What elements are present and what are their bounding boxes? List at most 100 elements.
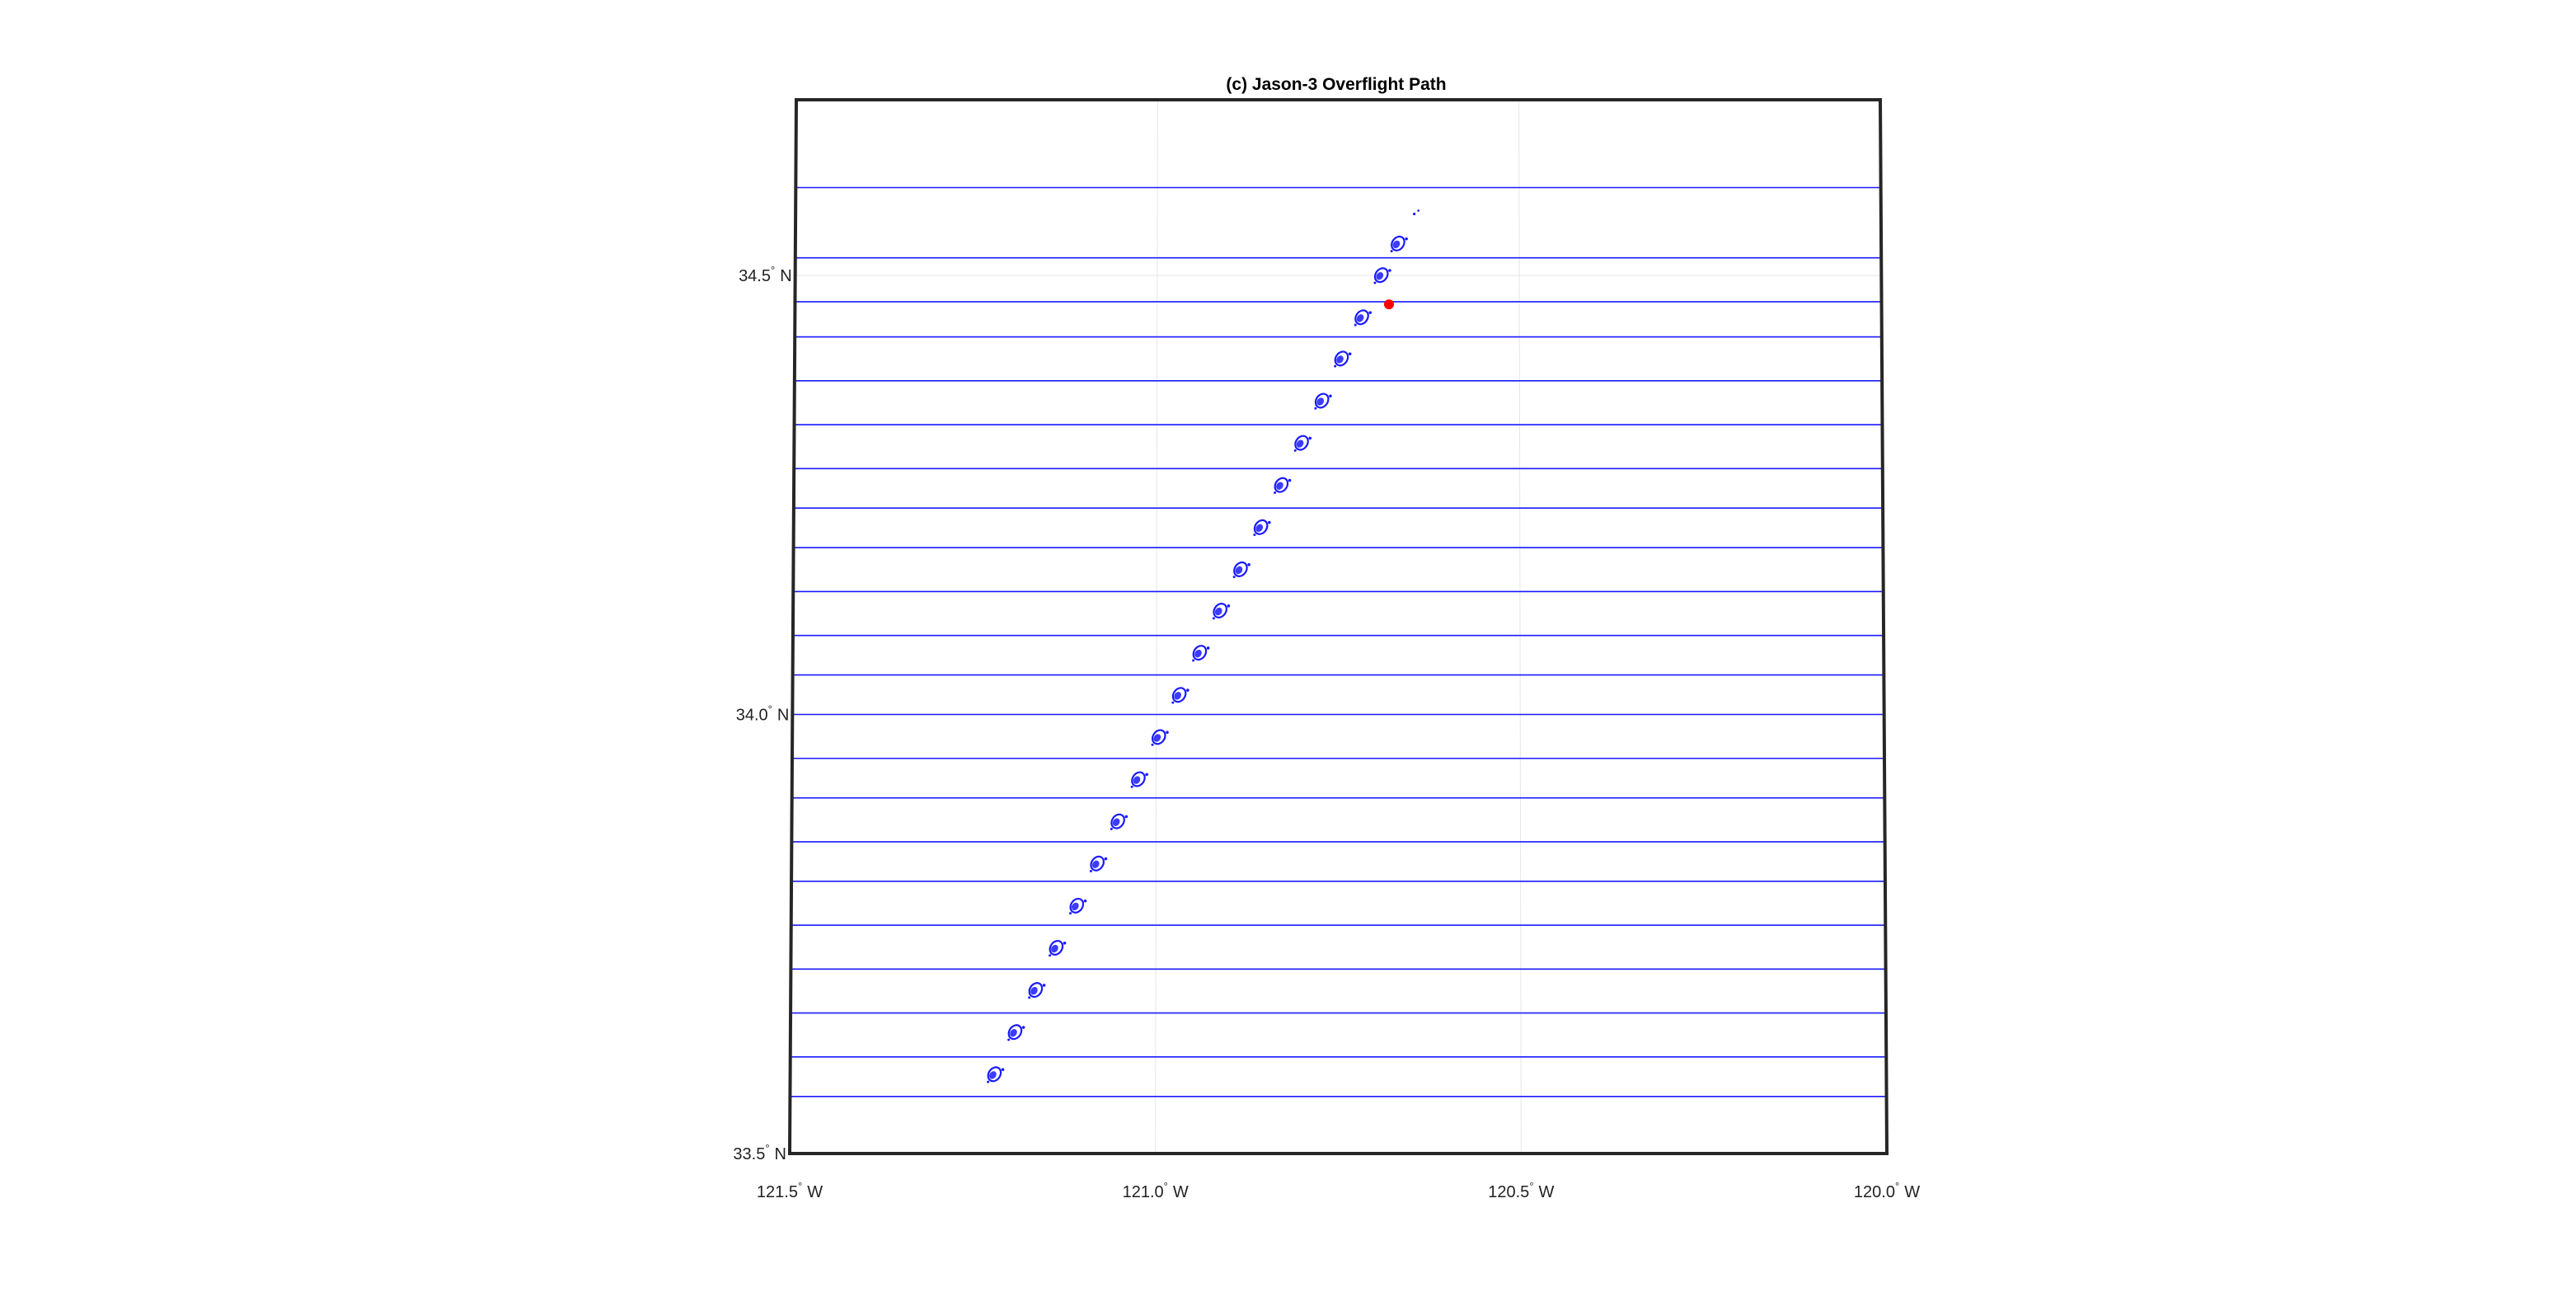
lon-tick-label: 120.5° W (1488, 1180, 1554, 1201)
track-point-speck (1232, 576, 1236, 579)
track-point-speck (1007, 1038, 1011, 1041)
track-point-core (1010, 1029, 1017, 1037)
track-point-core (1194, 649, 1202, 658)
track-point (1390, 235, 1408, 253)
track-point-core (1392, 240, 1401, 249)
track-point-speck (1293, 449, 1297, 452)
track-point-speck (1329, 394, 1332, 398)
track-point-core (1214, 607, 1222, 616)
track-point (1110, 813, 1128, 830)
target-marker-group (1384, 299, 1395, 310)
track-point-speck (1186, 688, 1189, 692)
track-point (1089, 855, 1108, 873)
track-point (1373, 267, 1391, 284)
track-point-core (1030, 986, 1038, 995)
track-point-speck (1206, 646, 1210, 650)
map-title: (c) Jason-3 Overflight Path (1226, 75, 1446, 94)
track-point-speck (1063, 941, 1067, 945)
track-point-speck (1145, 773, 1148, 777)
faint-track-point (1417, 209, 1419, 212)
track-point-ring (987, 1066, 1002, 1083)
lon-tick-label: 121.5° W (757, 1180, 823, 1201)
track-point-core (1235, 566, 1243, 575)
track-point-ring (1213, 603, 1228, 618)
track-point-core (1296, 439, 1304, 448)
track-point-speck (1104, 857, 1108, 861)
track-point-speck (1049, 954, 1052, 957)
track-point-core (1112, 818, 1120, 826)
track-point (1212, 603, 1231, 620)
track-point (1293, 435, 1312, 452)
track-point (987, 1066, 1005, 1083)
track-point-core (1091, 860, 1100, 868)
track-point-speck (1124, 815, 1128, 819)
track-point-ring (1192, 645, 1208, 661)
lat-tick-label: 34.0° N (736, 703, 790, 725)
track-point-core (1356, 314, 1364, 322)
track-point-speck (1192, 659, 1195, 662)
lon-tick-label: 120.0° W (1854, 1180, 1920, 1201)
track-point-ring (1171, 687, 1187, 703)
track-point-ring (1151, 729, 1166, 745)
track-point-speck (1390, 250, 1393, 253)
track-point-ring (1314, 392, 1330, 409)
track-point (1007, 1024, 1025, 1041)
track-point-speck (1247, 562, 1250, 566)
track-point (1253, 519, 1271, 537)
track-point-speck (1268, 520, 1271, 524)
lat-tick-label: 33.5° N (733, 1142, 786, 1163)
track-point-ring (1007, 1024, 1023, 1041)
track-point (1151, 729, 1169, 746)
track-point (1069, 897, 1087, 915)
track-point (1274, 477, 1292, 495)
track-point-speck (1308, 436, 1312, 440)
track-point-speck (1334, 364, 1337, 368)
target-marker (1384, 299, 1395, 310)
track-point (1171, 687, 1189, 704)
track-point-ring (1334, 350, 1349, 367)
track-point-ring (1253, 519, 1269, 535)
track-point (1354, 309, 1372, 327)
map-frame (787, 98, 1889, 1155)
track-point-ring (1354, 309, 1369, 326)
track-point-speck (1388, 269, 1391, 272)
track-point-speck (1171, 701, 1175, 704)
track-point-speck (1069, 912, 1072, 915)
track-point-core (1051, 944, 1058, 953)
track-point (1334, 350, 1352, 368)
track-point-speck (1354, 323, 1357, 327)
track-point-speck (1373, 281, 1377, 284)
track-point-core (1071, 902, 1079, 911)
track-point-ring (1069, 897, 1085, 914)
track-point-core (1174, 692, 1182, 700)
track-point-ring (1274, 477, 1289, 493)
track-point-speck (987, 1080, 990, 1083)
track-point-ring (1233, 561, 1248, 577)
track-point-core (1336, 355, 1344, 364)
track-point-speck (1166, 731, 1169, 734)
track-point (1028, 982, 1046, 999)
track-point-core (1153, 734, 1161, 742)
track-point (1130, 771, 1148, 788)
track-point-speck (1227, 604, 1231, 608)
track-point-ring (1110, 813, 1125, 829)
track-point-speck (1274, 491, 1277, 495)
track-point-speck (1089, 870, 1092, 873)
track-point-speck (1253, 533, 1256, 537)
track-point-speck (1348, 352, 1352, 355)
track-point-ring (1090, 855, 1105, 872)
track-point-core (1376, 272, 1384, 280)
track-point-ring (1028, 982, 1044, 999)
track-point (1232, 561, 1250, 579)
frame-border (787, 98, 1889, 1155)
track-point-speck (1083, 899, 1087, 903)
track-point-speck (1368, 311, 1372, 314)
track-point-ring (1131, 771, 1146, 787)
track-point-speck (1288, 478, 1292, 482)
track-point (1314, 392, 1332, 410)
track-point-ring (1049, 939, 1064, 956)
tick-labels: 121.5° W 121.0° W 120.5° W 120.0° W 33.5° N 34.0° N… (733, 264, 1920, 1201)
track-point-speck (1405, 237, 1408, 241)
lon-tick-label: 121.0° W (1123, 1180, 1189, 1201)
